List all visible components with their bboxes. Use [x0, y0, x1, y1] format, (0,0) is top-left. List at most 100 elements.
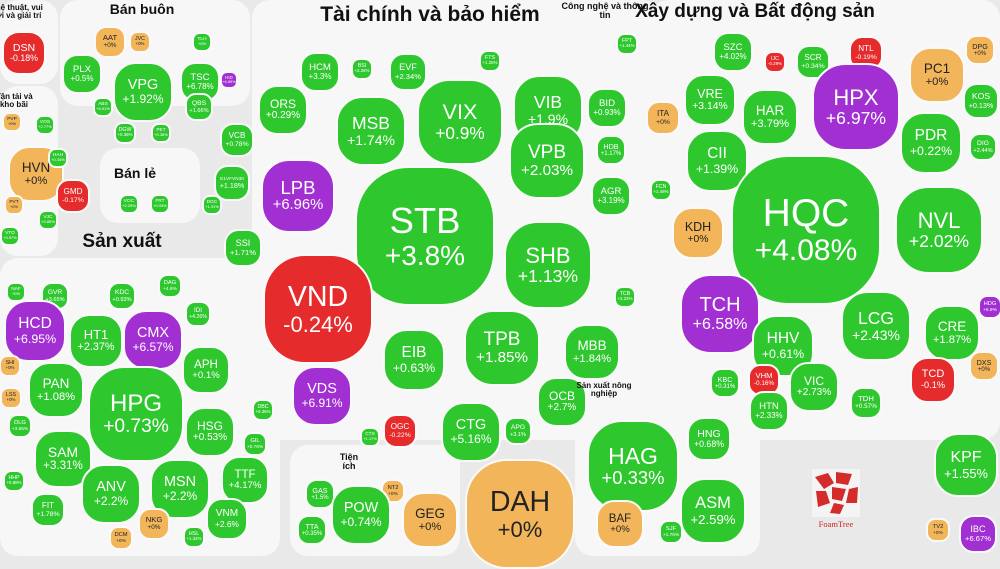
stock-cell-tdh[interactable]: TDH +0.57%: [850, 387, 882, 419]
stock-cell-kos[interactable]: KOS +0.13%: [963, 83, 999, 119]
stock-cell-pet[interactable]: PET +0.38%: [151, 123, 171, 143]
stock-cell-dsn[interactable]: DSN -0.18%: [2, 31, 46, 75]
stock-cell-pvt[interactable]: PVT +0%: [4, 195, 24, 215]
stock-cell-dgc[interactable]: DGC +1.31%: [202, 195, 222, 215]
stock-cell-asm[interactable]: ASM +2.59%: [680, 478, 746, 544]
stock-cell-tv2[interactable]: TV2 +0%: [926, 518, 950, 542]
stock-cell-gil[interactable]: GIL +0.76%: [243, 432, 267, 456]
stock-cell-bid[interactable]: BID +0.93%: [587, 88, 627, 128]
stock-cell-hpx[interactable]: HPX +6.97%: [812, 63, 900, 151]
stock-cell-pc1[interactable]: PC1 +0%: [909, 47, 965, 103]
stock-cell-htn[interactable]: HTN +2.33%: [749, 391, 789, 431]
stock-cell-frt[interactable]: FRT +0.93%: [150, 194, 170, 214]
stock-cell-tch[interactable]: TCH +6.58%: [680, 274, 760, 354]
stock-cell-hcm[interactable]: HCM +3.3%: [300, 52, 340, 92]
stock-cell-lcg[interactable]: LCG +2.43%: [841, 291, 911, 361]
stock-cell-tcd[interactable]: TCD -0.1%: [910, 357, 956, 403]
stock-cell-dlg[interactable]: DLG +3.55%: [8, 414, 32, 438]
stock-cell-dig[interactable]: DIG +2.44%: [969, 133, 997, 161]
stock-cell-baf[interactable]: BAF +0%: [596, 500, 644, 548]
stock-cell-dag[interactable]: DAG +4.6%: [158, 274, 182, 298]
stock-cell-naf[interactable]: NAF +0%: [6, 282, 26, 302]
stock-cell-ors[interactable]: ORS +0.29%: [258, 85, 308, 135]
stock-cell-vix[interactable]: VIX +0.9%: [417, 79, 503, 165]
stock-cell-vpb[interactable]: VPB +2.03%: [509, 123, 585, 199]
stock-cell-lpb[interactable]: LPB +6.96%: [261, 159, 335, 233]
stock-cell-geg[interactable]: GEG +0%: [402, 492, 458, 548]
stock-cell-ocb[interactable]: OCB +2.7%: [537, 377, 587, 427]
stock-cell-kdc[interactable]: KDC +0.93%: [108, 282, 136, 310]
stock-cell-hcd[interactable]: HCD +6.95%: [4, 300, 66, 362]
stock-cell-pan[interactable]: PAN +1.08%: [28, 362, 84, 418]
stock-cell-anv[interactable]: ANV +2.2%: [81, 464, 141, 524]
stock-cell-abs[interactable]: ABS +6.91%: [93, 97, 113, 117]
stock-cell-hng[interactable]: HNG +0.68%: [687, 417, 731, 461]
stock-cell-cre[interactable]: CRE +1.87%: [924, 305, 980, 361]
stock-cell-fcn[interactable]: FCN +1.48%: [650, 179, 672, 201]
stock-cell-voc[interactable]: VOC +2.25%: [119, 194, 139, 214]
stock-cell-dpg[interactable]: DPG +0%: [965, 35, 995, 65]
stock-cell-hpg[interactable]: HPG +0.73%: [88, 366, 184, 462]
stock-cell-nkg[interactable]: NKG +0%: [138, 508, 170, 540]
stock-cell-vto[interactable]: VTO +0.57%: [0, 226, 20, 246]
stock-cell-ijc[interactable]: IJC -0.29%: [764, 51, 786, 73]
stock-cell-aat[interactable]: AAT +0%: [94, 26, 126, 58]
stock-cell-vds[interactable]: VDS +6.91%: [292, 366, 352, 426]
stock-cell-vhm[interactable]: VHM -0.16%: [748, 364, 780, 396]
stock-cell-hsg[interactable]: HSG +0.53%: [185, 407, 235, 457]
stock-cell-vos[interactable]: VOS +2.77%: [35, 115, 55, 135]
stock-cell-apg[interactable]: APG +3.1%: [504, 417, 532, 445]
stock-cell-evf[interactable]: EVF +2.34%: [389, 53, 427, 91]
stock-cell-tta[interactable]: TTA +0.35%: [297, 515, 327, 545]
stock-cell-pow[interactable]: POW +0.74%: [331, 485, 391, 545]
stock-cell-bsi[interactable]: BSI +2.26%: [351, 58, 373, 80]
stock-cell-fit[interactable]: FIT +1.78%: [31, 493, 65, 527]
stock-cell-agr[interactable]: AGR +3.19%: [591, 176, 631, 216]
stock-cell-kpf[interactable]: KPF +1.55%: [934, 433, 998, 497]
stock-cell-cts[interactable]: CTS +1.17%: [360, 427, 380, 447]
stock-cell-tlh[interactable]: TLH +0%: [192, 32, 212, 52]
stock-cell-dbc[interactable]: DBC +0.36%: [252, 399, 274, 421]
stock-cell-vic[interactable]: VIC +2.73%: [789, 362, 839, 412]
stock-cell-vnd[interactable]: VND -0.24%: [263, 254, 373, 364]
stock-cell-msb[interactable]: MSB +1.74%: [336, 96, 406, 166]
stock-cell-shi[interactable]: SHI +0%: [0, 355, 21, 377]
stock-cell-vjc[interactable]: VJC +0.89%: [38, 210, 58, 230]
stock-cell-ita[interactable]: ITA +0%: [646, 101, 680, 135]
stock-cell-tsc[interactable]: TSC +6.78%: [180, 62, 220, 102]
stock-cell-dxs[interactable]: DXS +0%: [969, 351, 999, 381]
stock-cell-cii[interactable]: CII +1.39%: [686, 130, 748, 192]
stock-cell-idi[interactable]: IDI +4.26%: [185, 301, 211, 327]
stock-cell-nvl[interactable]: NVL +2.02%: [895, 186, 983, 274]
stock-cell-kdh[interactable]: KDH +0%: [672, 207, 724, 259]
stock-cell-pdr[interactable]: PDR +0.22%: [900, 112, 962, 174]
stock-cell-vpg[interactable]: VPG +1.92%: [113, 62, 173, 122]
stock-cell-tcb[interactable]: TCB +2.23%: [614, 286, 636, 308]
stock-cell-hid[interactable]: HID +6.89%: [220, 71, 238, 89]
stock-cell-hah[interactable]: HAH +0.34%: [48, 148, 68, 168]
stock-cell-har[interactable]: HAR +3.79%: [742, 89, 798, 145]
stock-cell-tpb[interactable]: TPB +1.85%: [464, 310, 540, 386]
stock-cell-jvc[interactable]: JVC +0%: [129, 31, 151, 53]
stock-cell-vnm[interactable]: VNM +2.6%: [206, 498, 248, 540]
stock-cell-lss[interactable]: LSS +0%: [0, 387, 22, 409]
stock-cell-ttf[interactable]: TTF +4.17%: [221, 456, 269, 504]
stock-cell-ssi[interactable]: SSI +1.71%: [224, 229, 262, 267]
stock-cell-hhp[interactable]: HHP +0.88%: [3, 470, 25, 492]
stock-cell-vcb[interactable]: VCB +0.78%: [220, 123, 254, 157]
stock-cell-hdb[interactable]: HDB +1.17%: [596, 135, 626, 165]
stock-cell-mbb[interactable]: MBB +1.84%: [564, 324, 620, 380]
stock-cell-sam[interactable]: SAM +3.31%: [34, 430, 92, 488]
stock-cell-stb[interactable]: STB +3.8%: [355, 166, 495, 306]
stock-cell-hqc[interactable]: HQC +4.08%: [731, 155, 881, 305]
stock-cell-ogc[interactable]: OGC -0.22%: [383, 414, 417, 448]
stock-cell-dcm[interactable]: DCM +0%: [109, 526, 133, 550]
stock-cell-sjf[interactable]: SJF +1.76%: [659, 520, 683, 544]
stock-cell-fpt[interactable]: FPT +1.44%: [616, 33, 638, 55]
stock-cell-eib[interactable]: EIB +0.63%: [383, 329, 445, 391]
stock-cell-plx[interactable]: PLX +0.5%: [62, 54, 102, 94]
stock-cell-ctg[interactable]: CTG +5.16%: [441, 402, 501, 462]
stock-cell-e1vfvn30[interactable]: E1VFVN30 +1.18%: [214, 165, 250, 201]
stock-cell-kbc[interactable]: KBC +0.31%: [710, 368, 740, 398]
stock-cell-shb[interactable]: SHB +1.13%: [504, 221, 592, 309]
